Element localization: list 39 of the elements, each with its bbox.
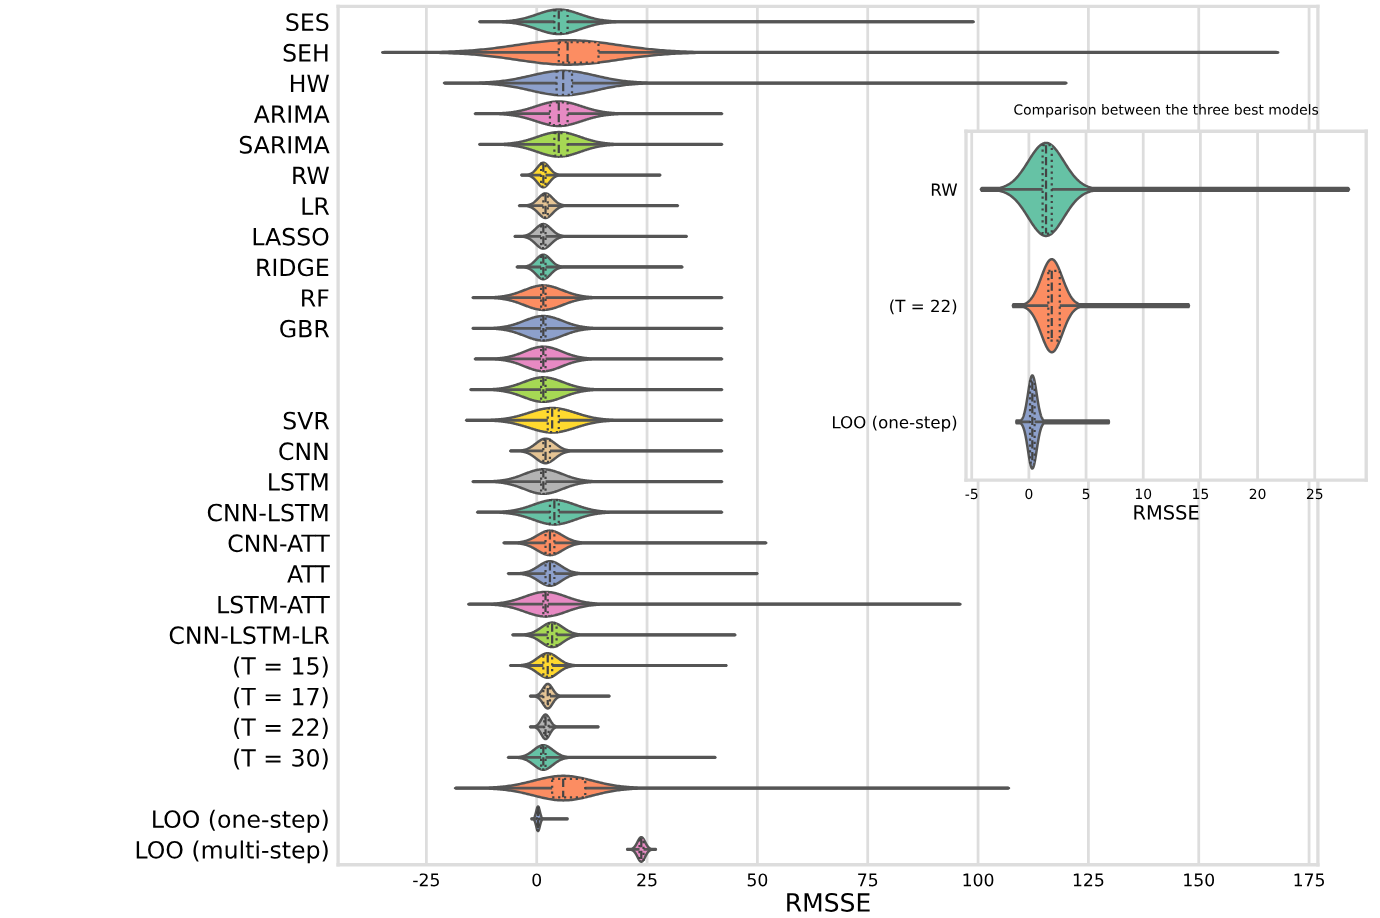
- y-tick-label: (T = 22): [890, 299, 957, 315]
- x-axis-title: RMSSE: [787, 892, 870, 912]
- x-tick-label: 100: [963, 873, 994, 887]
- y-tick-label: SEH: [283, 43, 328, 62]
- y-tick-label: CNN: [279, 442, 328, 461]
- y-tick-label: LSTM: [269, 473, 328, 491]
- y-tick-label: CNN-ATT: [228, 534, 330, 553]
- x-tick-label: 75: [858, 873, 878, 887]
- x-tick-label: 125: [1073, 873, 1104, 887]
- y-tick-label: (T = 17): [234, 687, 328, 709]
- y-tick-label: SVR: [283, 411, 330, 430]
- y-tick-label: LOO (multi-step): [136, 840, 328, 864]
- y-tick-label: RW: [931, 183, 958, 196]
- y-tick-label: (T = 22): [234, 717, 328, 739]
- y-tick-label: LSTM-ATT: [218, 595, 330, 614]
- y-tick-label: LR: [302, 197, 330, 215]
- y-tick-label: CNN-LSTM: [207, 503, 328, 522]
- y-tick-label: SARIMA: [239, 135, 330, 154]
- y-tick-label: SES: [286, 13, 329, 32]
- y-tick-label: LOO (one-step): [833, 415, 957, 432]
- x-tick-label: -25: [413, 873, 439, 887]
- y-tick-label: RW: [293, 166, 329, 184]
- x-tick-label: 25: [637, 873, 657, 887]
- y-tick-label: RF: [302, 289, 329, 307]
- y-tick-label: ATT: [287, 565, 330, 583]
- x-axis-title: RMSSE: [1134, 505, 1199, 520]
- x-tick-label: 150: [1184, 873, 1215, 887]
- y-tick-label: CNN-LSTM-LR: [169, 626, 330, 645]
- x-tick-label: 0: [532, 873, 542, 887]
- y-tick-label: (T = 15): [234, 656, 328, 678]
- y-tick-label: ARIMA: [253, 105, 330, 123]
- y-tick-label: RIDGE: [257, 258, 329, 277]
- y-tick-label: HW: [290, 74, 329, 93]
- y-tick-label: LOO (one-step): [153, 809, 328, 833]
- y-tick-label: (T = 30): [234, 748, 328, 770]
- y-tick-label: GBR: [280, 319, 330, 338]
- x-tick-label: 175: [1294, 873, 1324, 887]
- x-tick-label: 50: [747, 873, 768, 887]
- y-tick-label: LASSO: [253, 227, 329, 246]
